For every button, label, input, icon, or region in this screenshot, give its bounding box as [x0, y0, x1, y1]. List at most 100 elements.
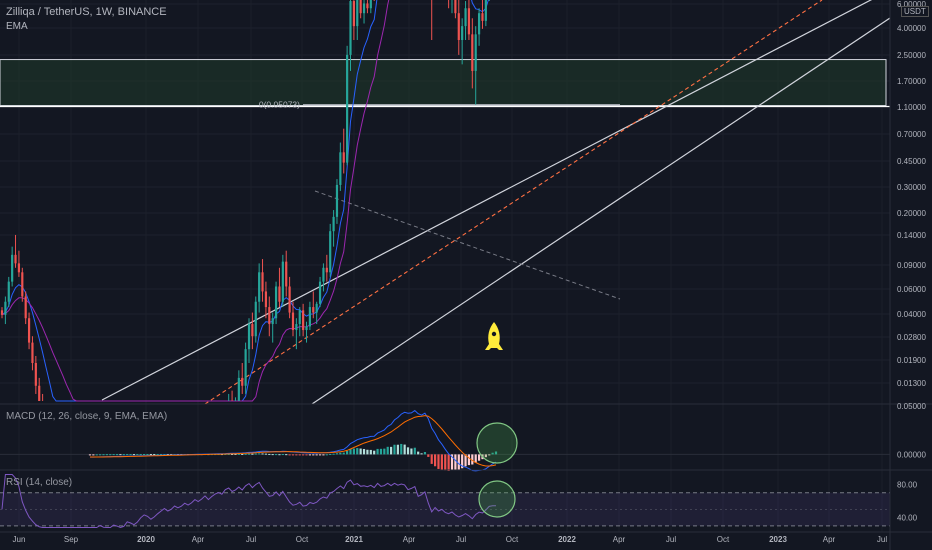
macd-histogram-bar	[346, 450, 349, 455]
macd-histogram-bar	[166, 454, 169, 456]
macd-histogram-bar	[136, 454, 139, 456]
price-tick-label: 0.09000	[897, 261, 926, 270]
macd-histogram-bar	[491, 452, 494, 455]
candle-body	[27, 318, 31, 343]
macd-histogram-bar	[335, 453, 339, 455]
macd-title: MACD (12, 26, close, 9, EMA, EMA)	[6, 411, 168, 422]
macd-histogram-bar	[406, 447, 410, 455]
price-tick-label: 1.70000	[897, 77, 926, 86]
candle-body	[308, 307, 312, 327]
candle-body	[356, 0, 359, 27]
macd-histogram-bar	[494, 451, 498, 455]
signal-line	[90, 415, 497, 467]
macd-histogram-bar	[454, 454, 457, 470]
macd-histogram-bar	[264, 453, 268, 455]
candle-body	[258, 272, 261, 302]
candle-body	[312, 307, 315, 313]
macd-histogram-bar	[258, 453, 261, 455]
macd-histogram-bar	[332, 453, 335, 455]
candle-body	[14, 254, 17, 264]
channel-upper-line	[101, 0, 873, 401]
candle-body	[366, 3, 369, 9]
macd-histogram-bar	[366, 449, 369, 455]
candle-body	[4, 301, 7, 315]
macd-histogram-bar	[298, 454, 301, 456]
macd-histogram-bar	[156, 454, 159, 456]
symbol-title: Zilliqa / TetherUS, 1W, BINANCE	[6, 6, 167, 18]
macd-histogram-bar	[467, 454, 471, 466]
price-tick-label: 0.70000	[897, 130, 926, 139]
macd-histogram-bar	[464, 454, 467, 467]
macd-histogram-bar	[139, 454, 142, 456]
candle-body	[11, 254, 14, 282]
macd-histogram-bar	[129, 454, 132, 456]
ema-slow-line	[1, 0, 390, 402]
rsi-pane	[0, 474, 890, 529]
price-tick-label: 0.06000	[897, 285, 926, 294]
candle-body	[278, 286, 281, 302]
trend-dashed-line	[314, 190, 621, 300]
price-tick-label: 2.50000	[897, 51, 926, 60]
macd-histogram-bar	[379, 448, 383, 455]
candle-body	[346, 54, 349, 163]
time-tick-label: Jul	[877, 535, 887, 544]
macd-histogram-bar	[322, 454, 325, 456]
candle-body	[298, 310, 301, 325]
macd-histogram-bar	[159, 454, 163, 456]
macd-histogram-bar	[146, 453, 149, 455]
macd-histogram-bar	[477, 454, 481, 461]
candlestick-series	[0, 0, 490, 401]
macd-histogram-bar	[315, 454, 318, 456]
macd-histogram-bar	[444, 454, 447, 471]
candle-body	[305, 326, 308, 331]
fib-retracement[interactable]: 3.618(0.79256)2.618(0.58752)1.618(0.3824…	[242, 0, 620, 110]
candle-body	[352, 1, 355, 27]
candle-body	[369, 0, 372, 9]
macd-histogram-bar	[241, 453, 244, 455]
candle-body	[271, 318, 274, 325]
candle-body	[349, 1, 352, 55]
macd-histogram-bar	[430, 454, 433, 464]
macd-histogram-bar	[437, 454, 440, 469]
time-tick-label: Jul	[456, 535, 466, 544]
currency-label: USDT	[901, 6, 929, 17]
macd-histogram-bar	[291, 454, 295, 456]
macd-histogram-bar	[288, 454, 291, 456]
ema-legend: EMA	[6, 21, 28, 32]
macd-histogram-bar	[383, 448, 386, 455]
macd-histogram-bar	[109, 454, 112, 456]
candle-body	[291, 312, 295, 331]
price-tick-label: 0.45000	[897, 157, 926, 166]
trend-channel[interactable]	[101, 0, 891, 405]
candle-body	[329, 231, 332, 273]
macd-histogram-bar	[119, 454, 122, 456]
macd-histogram-bar	[373, 450, 376, 455]
macd-histogram-bar	[244, 453, 247, 455]
time-tick-label: Apr	[823, 535, 836, 544]
macd-tick-label: 0.05000	[897, 402, 926, 411]
macd-histogram-bar	[417, 451, 420, 455]
candle-body	[454, 0, 457, 14]
candle-body	[247, 324, 251, 350]
candle-body	[339, 152, 342, 185]
rocket-window	[491, 331, 497, 337]
macd-histogram-bar	[359, 448, 362, 455]
macd-histogram-bar	[281, 454, 284, 456]
candle-body	[285, 261, 288, 287]
candle-body	[21, 272, 24, 297]
time-tick-label: Apr	[403, 535, 416, 544]
macd-histogram-bar	[349, 448, 352, 455]
candle-body	[481, 13, 484, 21]
channel-median-line	[204, 0, 823, 405]
macd-histogram-bar	[484, 454, 487, 458]
ema-lines	[1, 0, 489, 402]
macd-histogram-bar	[433, 454, 437, 467]
rsi-line	[1, 474, 497, 529]
macd-histogram-bar	[305, 454, 308, 456]
macd-tick-label: 0.00000	[897, 450, 926, 459]
macd-highlight-circle	[476, 422, 518, 464]
candle-body	[318, 281, 322, 304]
time-tick-label: Oct	[717, 535, 730, 544]
price-tick-label: 0.04000	[897, 310, 926, 319]
